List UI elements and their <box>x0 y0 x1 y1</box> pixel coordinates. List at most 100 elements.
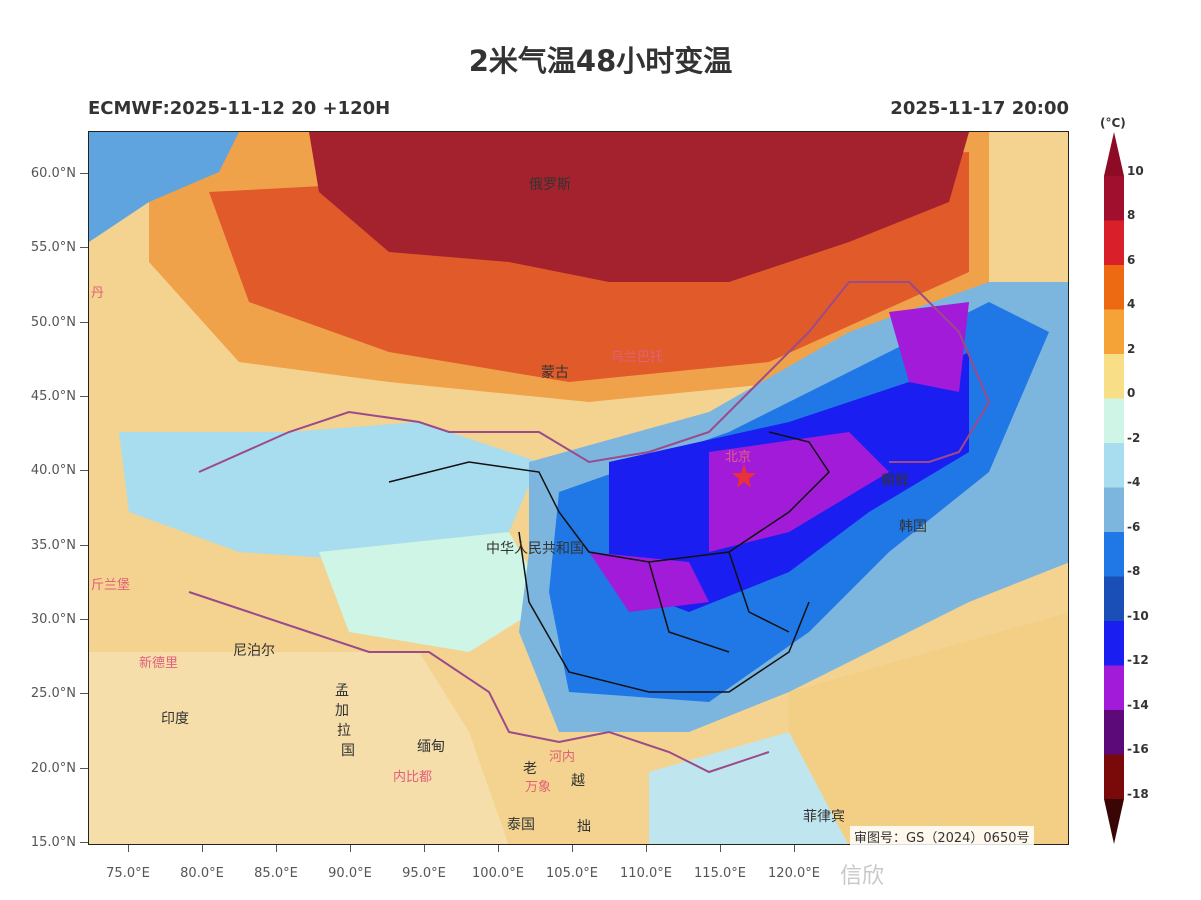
lat-tick-mark <box>80 768 88 769</box>
russia-warm-anomaly <box>309 132 969 282</box>
label-bangladesh-2: 加 <box>335 703 349 719</box>
label-ulaanbaatar: 乌兰巴托 <box>611 350 664 365</box>
map-canvas <box>89 132 1068 844</box>
lat-tick-mark <box>80 619 88 620</box>
lat-tick: 35.0°N <box>30 538 76 553</box>
label-russia: 俄罗斯 <box>529 177 571 193</box>
lon-tick-mark <box>794 845 795 852</box>
label-cambodia: 拙 <box>577 819 591 835</box>
colorbar-bin <box>1104 176 1124 221</box>
colorbar-label: -14 <box>1127 698 1149 712</box>
colorbar-bin <box>1104 710 1124 755</box>
lon-tick-mark <box>424 845 425 852</box>
lon-tick: 90.0°E <box>328 866 372 881</box>
beijing-star-icon <box>732 464 756 488</box>
lon-tick: 95.0°E <box>402 866 446 881</box>
valid-time-label: 2025-11-17 20:00 <box>890 98 1069 119</box>
lon-tick-mark <box>572 845 573 852</box>
label-beijing: 北京 <box>725 450 752 465</box>
lon-tick-mark <box>350 845 351 852</box>
label-bangladesh-3: 拉 <box>337 723 351 739</box>
lon-tick: 75.0°E <box>106 866 150 881</box>
colorbar-bin <box>1104 265 1124 310</box>
colorbar-bin <box>1104 532 1124 577</box>
colorbar-bin <box>1104 665 1124 710</box>
colorbar <box>1104 132 1124 844</box>
colorbar-bin <box>1104 443 1124 488</box>
lat-tick: 55.0°N <box>30 240 76 255</box>
southern-border <box>188 591 770 774</box>
lat-tick-mark <box>80 693 88 694</box>
pacific-field <box>789 612 1068 844</box>
tarim-cool <box>119 422 539 562</box>
colorbar-bottom-arrow <box>1104 799 1124 844</box>
colorbar-top-arrow <box>1104 132 1124 176</box>
northwest-cool <box>89 132 239 242</box>
colorbar-label: -8 <box>1127 564 1141 578</box>
northeast-cold-core <box>889 302 969 392</box>
colorbar-bin <box>1104 309 1124 354</box>
lat-tick: 20.0°N <box>30 761 76 776</box>
colorbar-label: 4 <box>1127 297 1136 311</box>
lon-tick-mark <box>498 845 499 852</box>
label-china: 中华人民共和国 <box>486 541 584 557</box>
colorbar-label: 2 <box>1127 342 1136 356</box>
colorbar-label: -2 <box>1127 431 1141 445</box>
lon-tick: 105.0°E <box>546 866 598 881</box>
central-cold-core <box>589 552 709 612</box>
label-north-korea: 朝鲜 <box>881 473 909 489</box>
watermark: 信欣 <box>840 864 885 889</box>
lon-tick: 85.0°E <box>254 866 298 881</box>
lon-tick: 80.0°E <box>180 866 224 881</box>
colorbar-label: -18 <box>1127 787 1149 801</box>
lat-tick: 25.0°N <box>30 686 76 701</box>
colorbar-label: 10 <box>1127 164 1144 178</box>
lon-tick-mark <box>128 845 129 852</box>
lon-tick-mark <box>202 845 203 852</box>
colorbar-label: 0 <box>1127 386 1136 400</box>
label-mongolia: 蒙古 <box>541 365 569 381</box>
scs-cool-field <box>649 732 848 844</box>
temperature-change-map: 俄罗斯 蒙古 乌兰巴托 中华人民共和国 北京 朝鲜 韩国 尼泊尔 新德里 印度 … <box>88 131 1069 845</box>
south-asia-field <box>89 652 509 844</box>
colorbar-label: -16 <box>1127 742 1149 756</box>
lat-tick: 40.0°N <box>30 463 76 478</box>
china-border <box>198 281 991 473</box>
lat-tick: 45.0°N <box>30 389 76 404</box>
lon-tick: 115.0°E <box>694 866 746 881</box>
colorbar-bin <box>1104 621 1124 666</box>
colorbar-bin <box>1104 220 1124 265</box>
label-bangladesh-4: 国 <box>341 743 355 759</box>
colorbar-label: -4 <box>1127 475 1141 489</box>
plateau-cool <box>319 532 549 652</box>
colorbar-bin <box>1104 354 1124 399</box>
lat-tick: 15.0°N <box>30 835 76 850</box>
colorbar-label: 6 <box>1127 253 1136 267</box>
lat-tick-mark <box>80 396 88 397</box>
label-south-korea: 韩国 <box>899 519 927 535</box>
label-laos: 老 <box>523 761 537 777</box>
colorbar-bin <box>1104 487 1124 532</box>
map-approval-number: 审图号：GS（2024）0650号 <box>850 826 1034 847</box>
lat-tick: 30.0°N <box>30 612 76 627</box>
lat-tick-mark <box>80 173 88 174</box>
label-new-delhi: 新德里 <box>139 656 179 671</box>
model-run-label: ECMWF:2025-11-12 20 +120H <box>88 98 391 119</box>
colorbar-label: -12 <box>1127 653 1149 667</box>
lat-tick: 60.0°N <box>30 166 76 181</box>
label-naypyidaw: 内比都 <box>393 770 433 785</box>
lat-tick-mark <box>80 470 88 471</box>
label-india: 印度 <box>161 711 189 727</box>
label-thailand: 泰国 <box>507 817 535 833</box>
colorbar-label: -10 <box>1127 609 1149 623</box>
lat-tick-mark <box>80 322 88 323</box>
colorbar-unit: (°C) <box>1100 116 1126 130</box>
lon-tick: 120.0°E <box>768 866 820 881</box>
label-vientiane: 万象 <box>525 780 552 795</box>
map-title: 2米气温48小时变温 <box>468 44 733 78</box>
colorbar-bin <box>1104 576 1124 621</box>
lon-tick-mark <box>646 845 647 852</box>
lon-tick: 100.0°E <box>472 866 524 881</box>
lat-tick: 50.0°N <box>30 315 76 330</box>
lat-tick-mark <box>80 842 88 843</box>
